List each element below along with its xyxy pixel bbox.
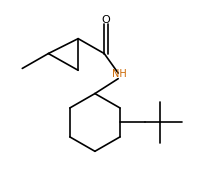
Text: NH: NH [111, 69, 126, 79]
Text: O: O [101, 15, 110, 25]
